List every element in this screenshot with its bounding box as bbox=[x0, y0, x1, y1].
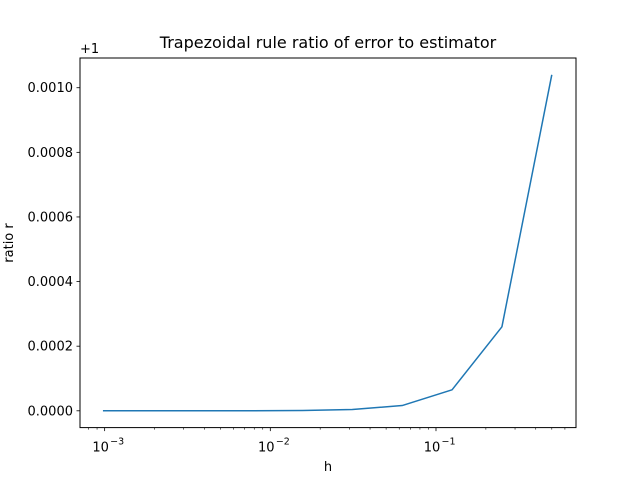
x-tick-label: 10 −1 bbox=[424, 437, 456, 456]
axes-frame bbox=[79, 57, 577, 429]
y-tick-label: 0.0008 bbox=[28, 146, 74, 161]
y-offset-label: +1 bbox=[80, 42, 99, 57]
y-axis-label: ratio r bbox=[2, 223, 17, 263]
y-tick-label: 0.0006 bbox=[28, 210, 74, 225]
x-tick-exponent: −1 bbox=[441, 437, 455, 448]
plot-area bbox=[102, 74, 553, 412]
y-tick-label: 0.0004 bbox=[28, 275, 74, 290]
x-tick-base: 10 bbox=[92, 441, 109, 456]
x-tick-exponent: −3 bbox=[110, 437, 124, 448]
x-tick-base: 10 bbox=[424, 441, 441, 456]
x-axis-label: h bbox=[324, 460, 332, 475]
x-tick-label: 10 −2 bbox=[258, 437, 290, 456]
series-line-0 bbox=[102, 74, 553, 412]
x-tick-base: 10 bbox=[258, 441, 275, 456]
x-tick-exponent: −2 bbox=[276, 437, 290, 448]
y-tick-label: 0.0010 bbox=[28, 81, 74, 96]
y-tick-label: 0.0002 bbox=[28, 340, 74, 355]
y-tick-label: 0.0000 bbox=[28, 404, 74, 419]
chart-title: Trapezoidal rule ratio of error to estim… bbox=[159, 33, 497, 52]
x-tick-label: 10 −3 bbox=[92, 437, 124, 456]
